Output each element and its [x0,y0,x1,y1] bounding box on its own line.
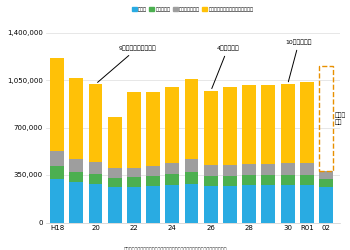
Bar [319,66,333,171]
Bar [89,84,103,162]
Bar [261,84,275,164]
Bar [146,166,160,176]
Text: データ
未着: データ 未着 [335,113,346,125]
Bar [204,165,218,176]
Bar [300,175,314,185]
Bar [50,150,64,166]
Bar [261,185,275,222]
Bar [300,185,314,222]
Text: 4月消費増税: 4月消費増税 [212,45,239,88]
Bar [108,168,121,178]
Bar [108,118,121,168]
Bar [223,176,237,186]
Bar [166,174,179,185]
Text: 既存住宅推計は不動産流通経営協会、他は国土交通省「住宅着工統計」より作成: 既存住宅推計は不動産流通経営協会、他は国土交通省「住宅着工統計」より作成 [123,248,227,250]
Legend: 持ち家, 戸建て分譲, 分譲マンション, 既存住宅・マンション流通量推計: 持ち家, 戸建て分譲, 分譲マンション, 既存住宅・マンション流通量推計 [130,4,256,14]
Bar [69,78,83,160]
Bar [184,184,198,222]
Bar [184,172,198,184]
Bar [184,160,198,172]
Bar [127,92,141,168]
Bar [242,164,256,175]
Bar [166,87,179,163]
Bar [69,172,83,182]
Bar [300,82,314,163]
Bar [281,84,295,164]
Bar [146,186,160,222]
Bar [204,186,218,222]
Bar [108,178,121,186]
Bar [50,166,64,179]
Bar [166,163,179,174]
Bar [223,165,237,175]
Bar [242,185,256,222]
Text: 9月リーマンショック: 9月リーマンショック [98,45,156,82]
Bar [89,174,103,184]
Bar [108,186,121,222]
Bar [319,186,333,222]
Bar [223,87,237,165]
Bar [146,176,160,186]
Bar [281,164,295,175]
Bar [166,185,179,222]
Bar [281,175,295,185]
Bar [127,186,141,222]
Bar [242,84,256,164]
Bar [300,163,314,175]
Bar [319,179,333,186]
Bar [146,92,160,166]
Bar [50,58,64,150]
Bar [89,162,103,174]
Bar [127,168,141,177]
Bar [204,176,218,186]
Bar [89,184,103,222]
Bar [319,171,333,179]
Bar [127,177,141,186]
Bar [261,164,275,175]
Text: 10月消費増税: 10月消費増税 [286,39,312,82]
Bar [223,186,237,222]
Bar [204,91,218,165]
Bar [69,160,83,172]
Bar [184,79,198,160]
Bar [50,179,64,222]
Bar [281,185,295,222]
Bar [242,175,256,185]
Bar [261,175,275,185]
Bar [69,182,83,222]
